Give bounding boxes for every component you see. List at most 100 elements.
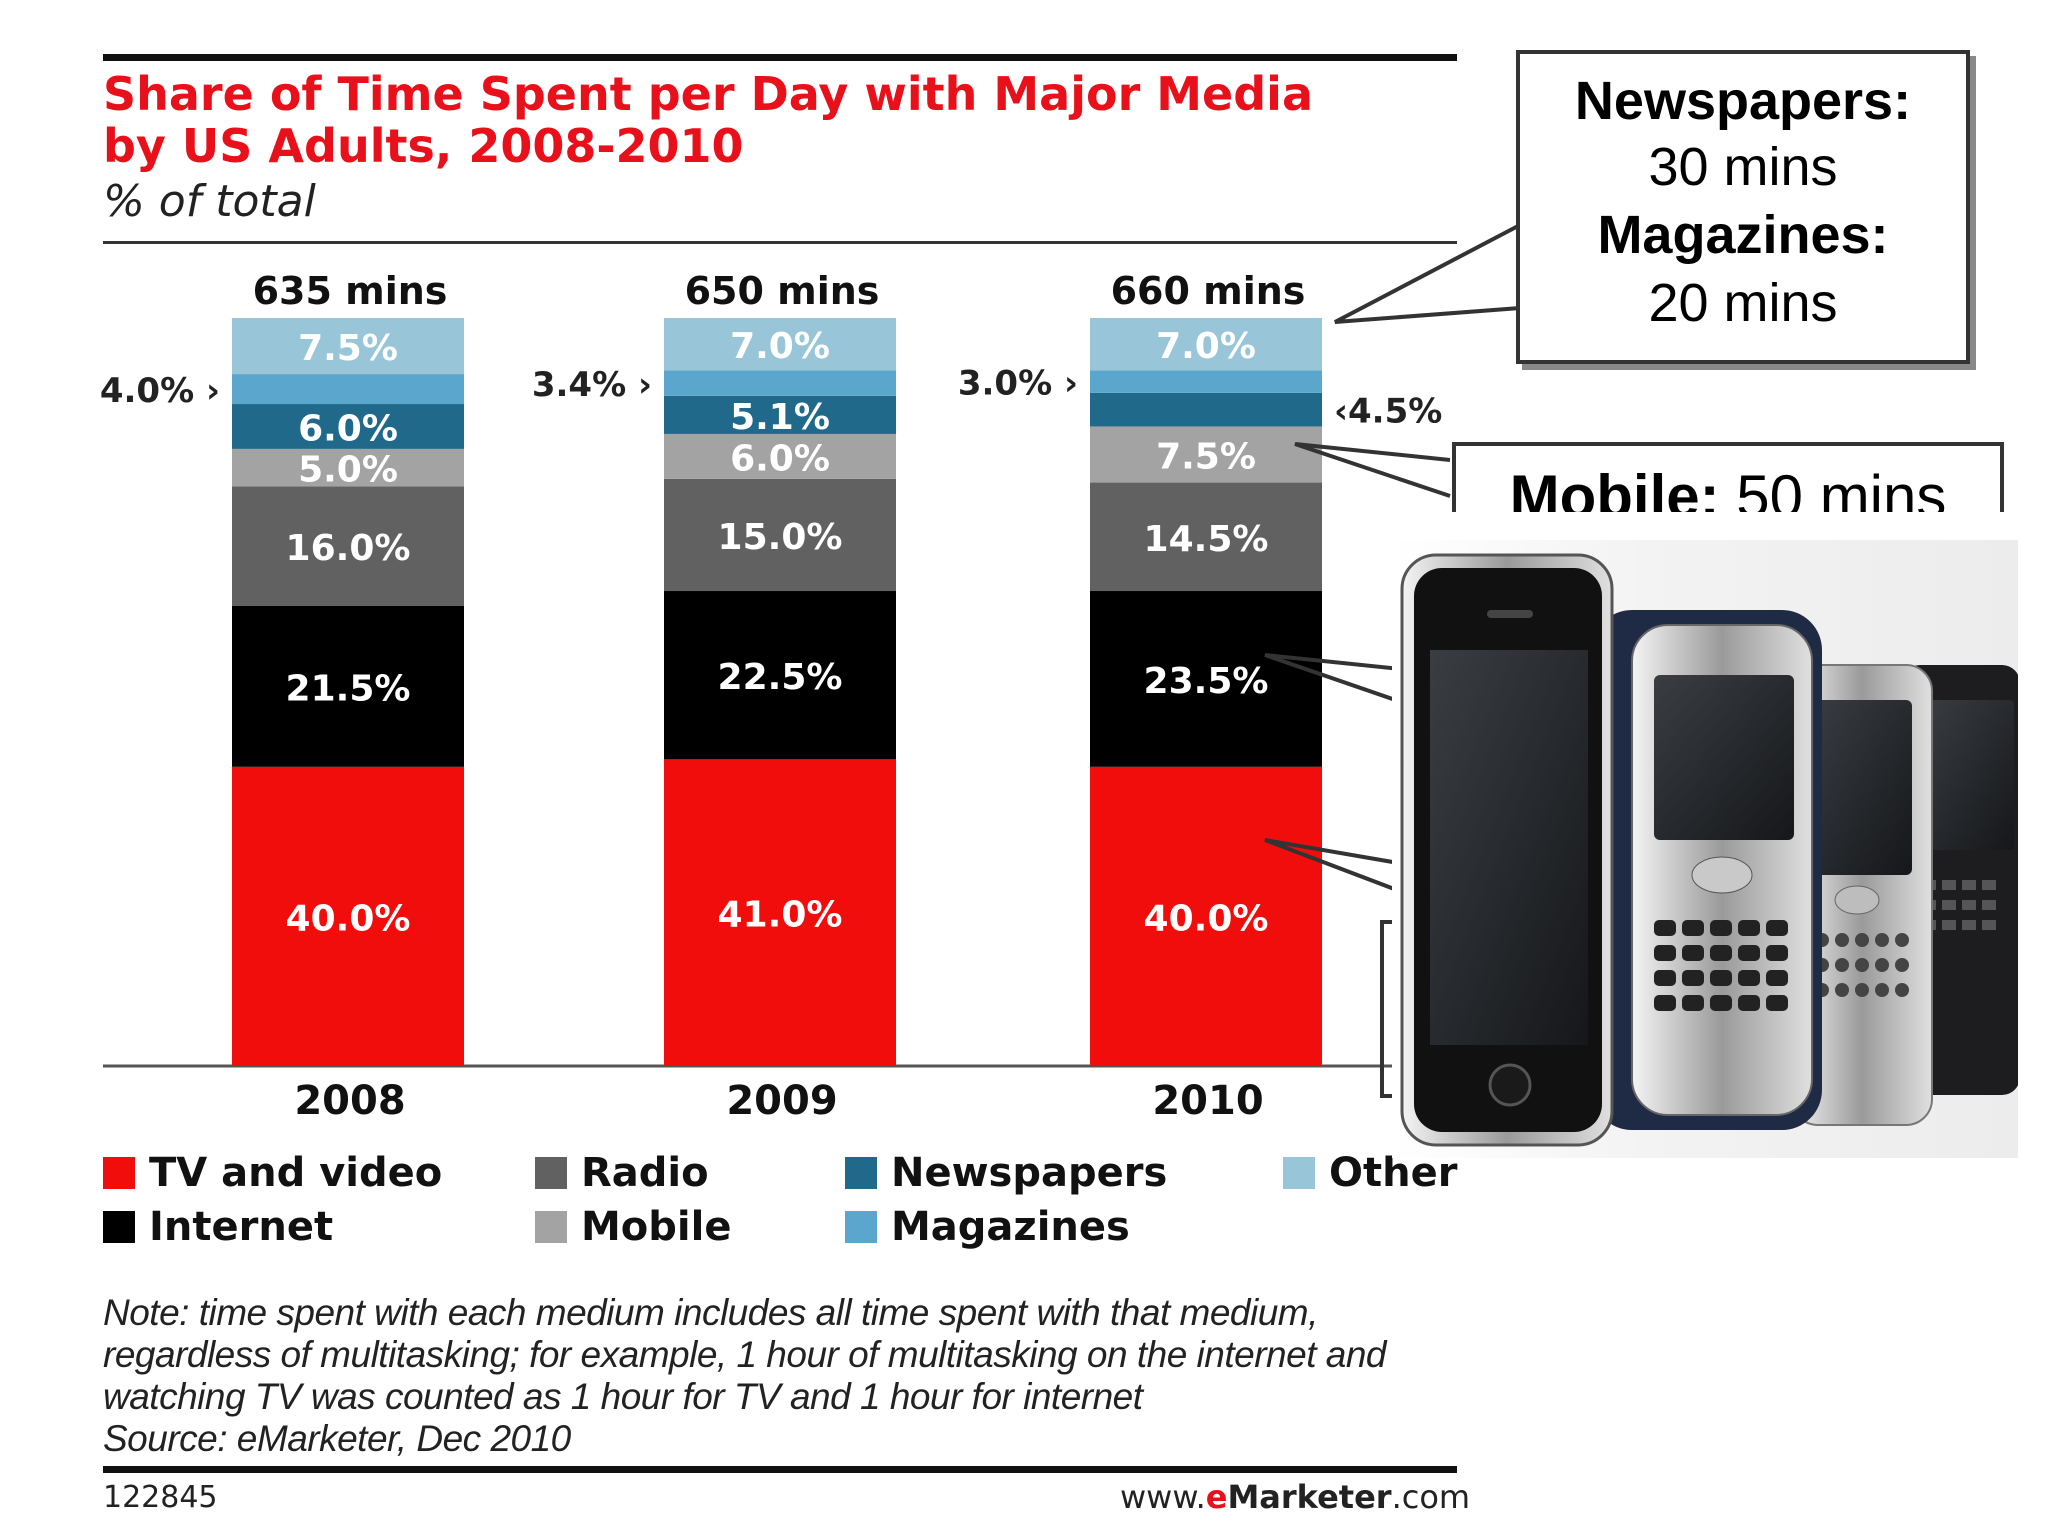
callout-newspapers-label: Newspapers:: [1574, 71, 1912, 131]
bar-mobile-2009: [664, 433, 896, 479]
bar-internet-2009: [664, 591, 896, 760]
bar-radio-2008: [232, 486, 464, 606]
footer-rule: [103, 1466, 1457, 1473]
legend-label-magazines: Magazines: [891, 1204, 1130, 1250]
bar-outside-label-magazines-2009: 3.4% ›: [532, 365, 652, 405]
footer-chart-id: 122845: [103, 1480, 218, 1515]
legend-swatch-other: [1283, 1157, 1315, 1189]
source-text: Source: eMarketer, Dec 2010: [103, 1418, 571, 1459]
chart-note: Note: time spent with each medium includ…: [103, 1292, 1483, 1460]
bar-mobile-2008: [232, 448, 464, 487]
bar-internet-2008: [232, 605, 464, 767]
bar-total-2009: 650 mins: [685, 269, 880, 313]
bar-label-other-2009: 7.0%: [730, 326, 830, 367]
bar-label-tv-2009: 41.0%: [718, 895, 843, 936]
legend-label-mobile: Mobile: [581, 1204, 732, 1250]
title-top-rule: [103, 54, 1457, 61]
bar-total-2008: 635 mins: [253, 269, 448, 313]
bar-other-2008: [232, 318, 464, 375]
note-text: Note: time spent with each medium includ…: [103, 1292, 1386, 1417]
callout-mobile-label: Mobile:: [1509, 463, 1720, 512]
bar-internet-2010: [1090, 591, 1322, 767]
callout-mobile: Mobile: 50 mins: [1452, 442, 2004, 512]
footer-url: www.eMarketer.com: [1120, 1478, 1470, 1516]
phone-blackberry: [1791, 664, 1933, 1126]
footer-url-brand-e: e: [1205, 1478, 1228, 1516]
x-tick-label-2009: 2009: [726, 1078, 837, 1124]
phone-iphone: [1400, 553, 1614, 1147]
bar-newspapers-2008: [232, 404, 464, 449]
bar-radio-2009: [664, 478, 896, 592]
bar-label-mobile-2009: 6.0%: [730, 438, 830, 479]
legend-swatch-magazines: [845, 1211, 877, 1243]
bar-mobile-2010: [1090, 426, 1322, 483]
bar-other-2009: [664, 318, 896, 371]
legend-label-radio: Radio: [581, 1150, 709, 1196]
title-bottom-rule: [103, 241, 1457, 244]
callout-pointer-mobile: [1294, 442, 1451, 498]
x-tick-label-2010: 2010: [1152, 1078, 1263, 1124]
bar-label-other-2010: 7.0%: [1156, 326, 1256, 367]
legend-item-magazines: Magazines: [845, 1204, 1130, 1250]
bar-tv-2010: [1090, 766, 1322, 1066]
footer-url-brand-rest: Marketer: [1227, 1478, 1392, 1516]
legend-item-mobile: Mobile: [535, 1204, 731, 1250]
bar-label-radio-2008: 16.0%: [286, 528, 411, 569]
bar-label-mobile-2010: 7.5%: [1156, 437, 1256, 478]
callout-mobile-value: 50 mins: [1736, 463, 1947, 512]
legend-swatch-tv: [103, 1157, 135, 1189]
callout-mobile-text: Mobile: 50 mins: [1456, 462, 2000, 512]
legend-label-internet: Internet: [149, 1204, 334, 1250]
bar-tv-2008: [232, 766, 464, 1066]
bar-tv-2009: [664, 759, 896, 1066]
bar-label-newspapers-2008: 6.0%: [298, 408, 398, 449]
bar-label-radio-2010: 14.5%: [1144, 519, 1269, 560]
legend-item-radio: Radio: [535, 1150, 709, 1196]
bar-label-tv-2010: 40.0%: [1144, 898, 1269, 939]
bar-radio-2010: [1090, 482, 1322, 592]
bar-label-tv-2008: 40.0%: [286, 898, 411, 939]
legend-item-newspapers: Newspapers: [845, 1150, 1167, 1196]
bar-outside-label-magazines-2010: 3.0% ›: [958, 364, 1078, 404]
callout-newspapers-value: 30 mins: [1648, 137, 1838, 197]
phones-illustration: [1400, 553, 2020, 1147]
phone-treo: [1592, 610, 1822, 1130]
chart-subtitle: % of total: [103, 176, 316, 227]
bar-label-other-2008: 7.5%: [298, 328, 398, 369]
chart-title-line2: by US Adults, 2008-2010: [103, 119, 744, 173]
bar-newspapers-2009: [664, 395, 896, 434]
bar-label-internet-2008: 21.5%: [286, 668, 411, 709]
bar-outside-label-newspapers-2010: ‹4.5%: [1334, 392, 1442, 432]
callout-magazines-label: Magazines:: [1597, 205, 1889, 265]
chart-legend: TV and video Internet Radio Mobile Newsp…: [103, 1150, 1463, 1280]
mobile-phones-photo: [1392, 540, 2020, 1158]
bar-outside-label-magazines-2008: 4.0% ›: [100, 371, 220, 411]
bar-label-internet-2010: 23.5%: [1144, 661, 1269, 702]
footer-url-prefix: www.: [1120, 1478, 1206, 1516]
bar-newspapers-2010: [1090, 392, 1322, 427]
legend-swatch-internet: [103, 1211, 135, 1243]
legend-label-newspapers: Newspapers: [891, 1150, 1168, 1196]
callout-newspapers-magazines: Newspapers: 30 mins Magazines: 20 mins: [1516, 50, 1970, 364]
bar-label-mobile-2008: 5.0%: [298, 450, 398, 491]
bar-magazines-2010: [1090, 370, 1322, 393]
bar-other-2010: [1090, 318, 1322, 371]
chart-title-line1: Share of Time Spent per Day with Major M…: [103, 67, 1313, 121]
legend-item-internet: Internet: [103, 1204, 333, 1250]
bar-magazines-2008: [232, 374, 464, 405]
bar-label-newspapers-2009: 5.1%: [730, 397, 830, 438]
bar-label-radio-2009: 15.0%: [718, 517, 843, 558]
legend-swatch-radio: [535, 1157, 567, 1189]
bar-label-internet-2009: 22.5%: [718, 657, 843, 698]
bar-magazines-2009: [664, 370, 896, 396]
callout-magazines-value: 20 mins: [1648, 273, 1838, 333]
footer-url-suffix: .com: [1391, 1478, 1471, 1516]
legend-swatch-newspapers: [845, 1157, 877, 1189]
x-tick-label-2008: 2008: [294, 1078, 405, 1124]
legend-item-tv: TV and video: [103, 1150, 442, 1196]
legend-label-tv: TV and video: [149, 1150, 443, 1196]
callout-pointer-lines: [1264, 653, 1411, 897]
bar-total-2010: 660 mins: [1111, 269, 1306, 313]
legend-swatch-mobile: [535, 1211, 567, 1243]
